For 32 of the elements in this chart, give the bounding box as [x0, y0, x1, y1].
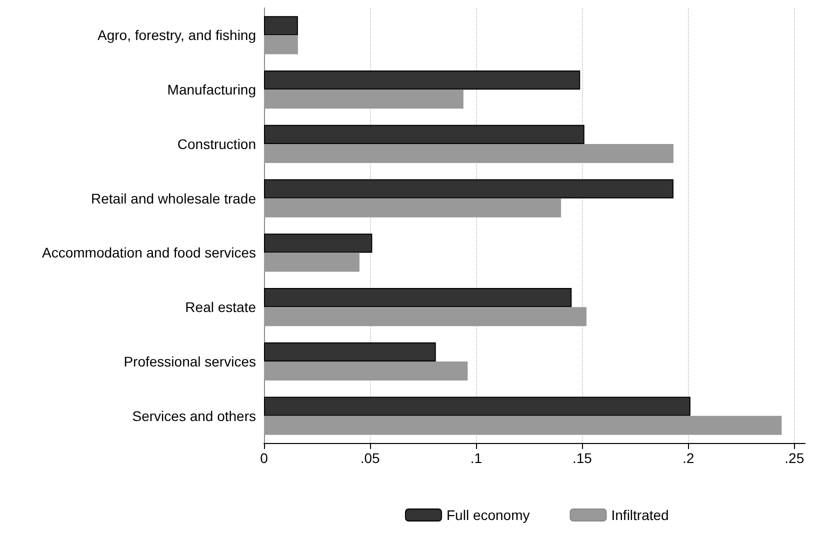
bar [264, 416, 782, 435]
bar [264, 396, 690, 416]
bar [264, 198, 562, 218]
x-tick-label: .15 [572, 450, 592, 466]
y-tick-label: Manufacturing [167, 82, 256, 98]
bar [264, 179, 674, 198]
y-tick-label: Construction [177, 136, 256, 152]
y-tick-label: Real estate [185, 299, 256, 316]
bar [264, 16, 298, 36]
bar [264, 342, 436, 362]
bar [264, 307, 586, 326]
bar [264, 252, 360, 272]
bar [264, 144, 674, 163]
x-tick-label: .05 [360, 450, 380, 466]
bar [264, 234, 372, 253]
x-tick-label: .25 [784, 450, 804, 466]
y-tick-label: Professional services [124, 353, 256, 370]
x-tick-label: .1 [470, 450, 482, 466]
legend-label: Full economy [446, 507, 530, 523]
bar [264, 288, 572, 308]
x-tick-label: 0 [260, 450, 268, 466]
x-tick-label: .2 [682, 450, 694, 466]
bar [264, 361, 468, 380]
legend-label: Infiltrated [611, 507, 669, 523]
y-tick-label: Services and others [132, 408, 256, 424]
bar [264, 70, 580, 90]
y-tick-label: Accommodation and food services [42, 244, 256, 261]
y-tick-label: Agro, forestry, and fishing [98, 27, 256, 44]
bar [264, 35, 298, 54]
bar [264, 90, 464, 109]
y-tick-label: Retail and wholesale trade [91, 190, 256, 206]
bar [264, 124, 584, 144]
